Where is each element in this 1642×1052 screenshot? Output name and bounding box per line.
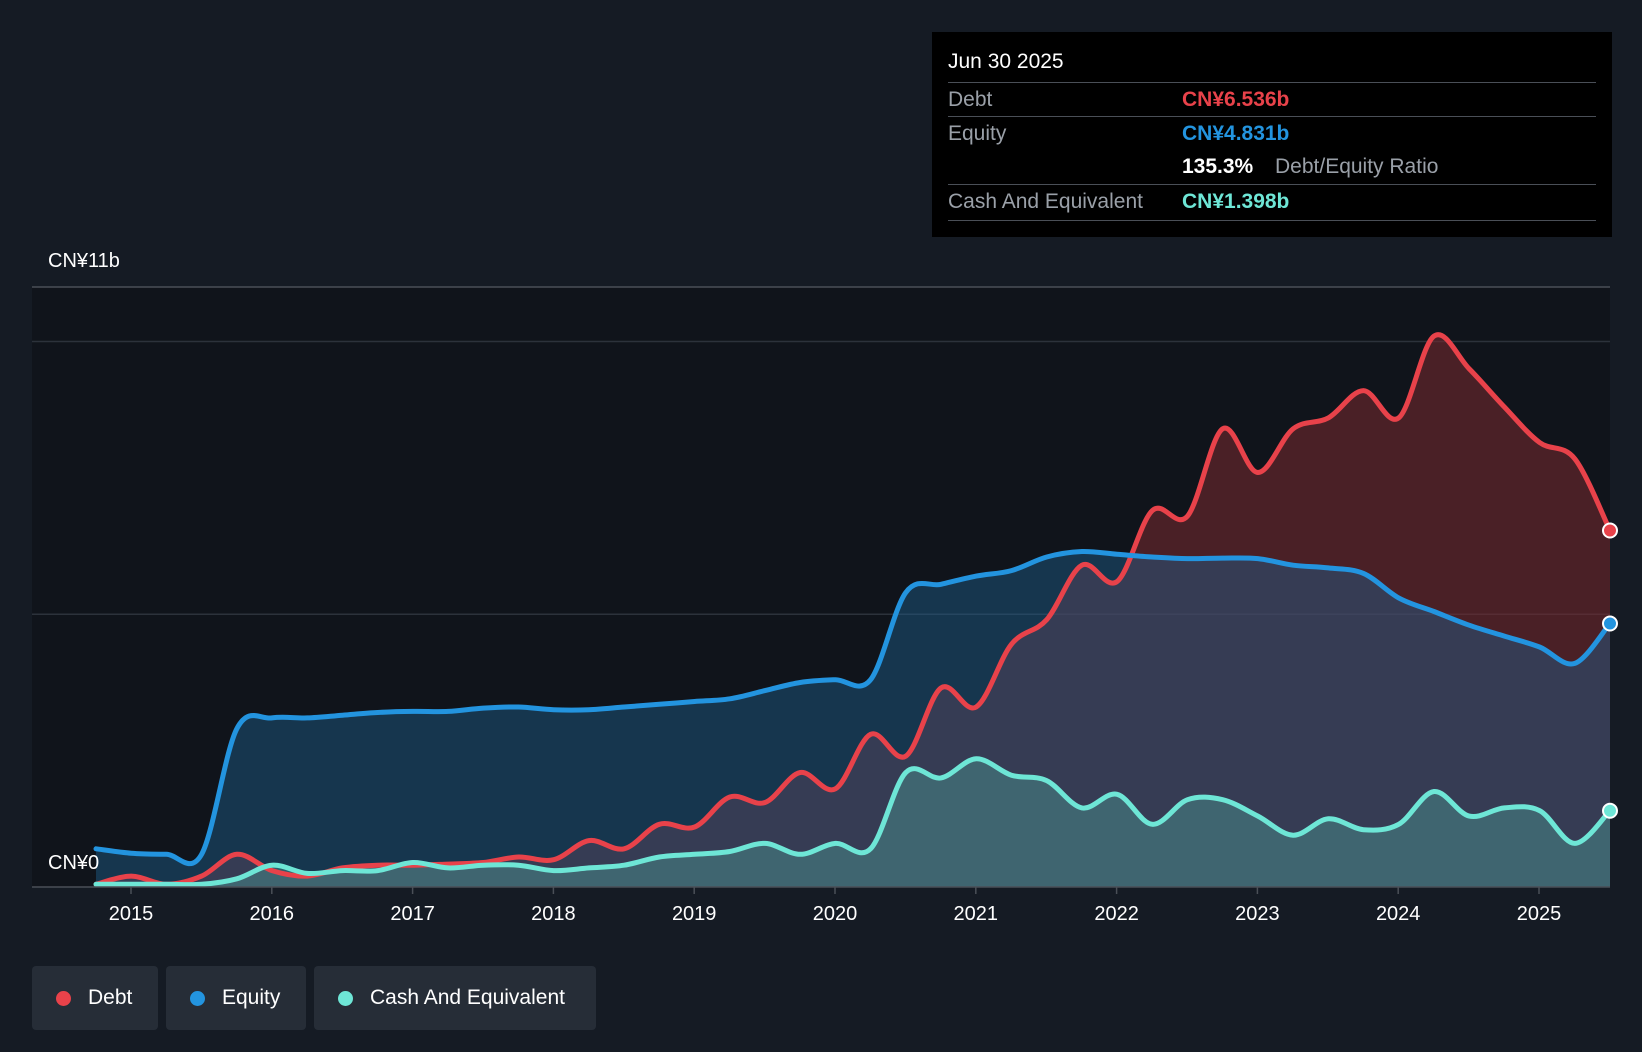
legend-item-debt[interactable]: Debt <box>32 966 158 1030</box>
cash-endpoint <box>1602 802 1618 819</box>
x-tick-label-2024: 2024 <box>1376 903 1421 925</box>
x-tick-label-2022: 2022 <box>1094 903 1139 925</box>
x-tick-label-2017: 2017 <box>390 903 435 925</box>
legend-item-cash[interactable]: Cash And Equivalent <box>314 966 596 1030</box>
x-tick-label-2025: 2025 <box>1517 903 1562 925</box>
debt-endpoint <box>1602 522 1618 539</box>
series-lines <box>93 332 1613 888</box>
x-tick-label-2023: 2023 <box>1235 903 1280 925</box>
tooltip-cash-label: Cash And Equivalent <box>948 190 1143 213</box>
x-tick-label-2021: 2021 <box>954 903 999 925</box>
x-tick-label-2018: 2018 <box>531 903 576 925</box>
tooltip-row-debt: Debt CN¥6.536b <box>948 82 1596 117</box>
tooltip-equity-value: CN¥4.831b <box>1182 122 1290 145</box>
equity-line <box>93 548 1613 867</box>
cash-line <box>93 756 1613 888</box>
cash-area <box>96 758 1610 887</box>
tooltip-row-cash: Cash And Equivalent CN¥1.398b <box>948 184 1596 219</box>
tooltip-row-ratio: 135.3% Debt/Equity Ratio <box>948 150 1596 184</box>
debt-dot-icon <box>56 991 71 1006</box>
legend-item-equity[interactable]: Equity <box>166 966 306 1030</box>
debt-line <box>93 332 1613 887</box>
legend-debt-label: Debt <box>88 986 133 1009</box>
x-tick-label-2016: 2016 <box>250 903 295 925</box>
tooltip: Jun 30 2025 Debt CN¥6.536b Equity CN¥4.8… <box>932 32 1612 237</box>
y-axis-bottom-label: CN¥0 <box>48 852 100 874</box>
legend-cash-label: Cash And Equivalent <box>370 986 565 1009</box>
y-axis-top-label: CN¥11b <box>48 250 120 272</box>
equity-endpoint <box>1602 615 1618 632</box>
tooltip-ratio-label: Debt/Equity Ratio <box>1275 155 1439 178</box>
tooltip-debt-label: Debt <box>948 88 993 111</box>
x-tick-label-2019: 2019 <box>672 903 717 925</box>
tooltip-cash-value: CN¥1.398b <box>1182 190 1290 213</box>
tooltip-equity-label: Equity <box>948 122 1007 145</box>
tooltip-date: Jun 30 2025 <box>948 50 1064 73</box>
equity-dot-icon <box>190 991 205 1006</box>
tooltip-bottom-divider <box>948 220 1596 221</box>
tooltip-debt-value: CN¥6.536b <box>1182 88 1290 111</box>
x-tick-label-2020: 2020 <box>813 903 858 925</box>
x-tick-label-2015: 2015 <box>109 903 154 925</box>
x-axis-ticks: 2015 2016 2017 2018 2019 2020 2021 2022 2023 2024… <box>109 887 1562 925</box>
tooltip-row-equity: Equity CN¥4.831b <box>948 116 1596 151</box>
debt-area <box>96 334 1610 887</box>
cash-dot-icon <box>338 991 353 1006</box>
tooltip-ratio-value: 135.3% <box>1182 155 1254 178</box>
series-endpoints <box>1602 522 1618 819</box>
legend-equity-label: Equity <box>222 986 281 1009</box>
